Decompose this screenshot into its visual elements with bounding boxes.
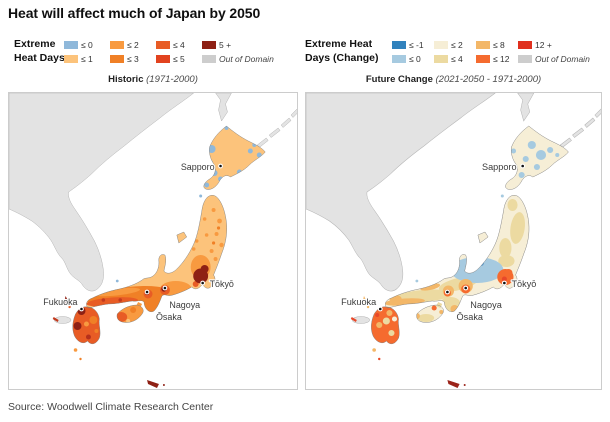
legend-swatch [476,55,490,63]
legend-item: ≤ 3 [110,52,156,66]
legend-item: ≤ 8 [476,38,518,52]
city-markers-future: Sapporo Tōkyō Nagoya Ōsaka Fukuoka [340,161,537,323]
legend-item: Out of Domain [518,52,590,66]
legend-item: ≤ 1 [64,52,110,66]
legend-swatch [518,55,532,63]
legend-item: 12 + [518,38,590,52]
city-label-tokyo: Tōkyō [210,279,234,289]
city-nagoya: Nagoya [162,285,201,311]
out-of-domain-land [9,93,297,324]
city-label-nagoya: Nagoya [470,300,502,310]
legend-historic-title: Extreme Heat Days [14,38,65,64]
city-fukuoka: Fukuoka [340,296,383,312]
legend-swatch [434,41,448,49]
city-osaka: Ōsaka [144,289,183,323]
legend-swatch [64,41,78,49]
legend-item: 5 + [202,38,274,52]
legend-item: ≤ 4 [434,52,476,66]
legend-item: ≤ 2 [434,38,476,52]
map-panel-future: Sapporo Tōkyō Nagoya Ōsaka Fukuoka [305,92,602,390]
source-attribution: Source: Woodwell Climate Research Center [8,401,214,413]
legend-swatch [202,41,216,49]
city-osaka: Ōsaka [444,289,485,323]
city-tokyo: Tōkyō [200,278,235,290]
legend-item: ≤ 5 [156,52,202,66]
okushiri-island [500,194,504,198]
legend-item: ≤ 0 [392,52,434,66]
legend-swatch [392,41,406,49]
legend-swatch [110,41,124,49]
city-tokyo: Tōkyō [501,278,537,290]
legend-swatch [518,41,532,49]
legend-item: ≤ 0 [64,38,110,52]
legend-future-title: Extreme Heat Days (Change) [305,38,379,64]
out-of-domain-land [306,93,601,324]
city-label-fukuoka: Fukuoka [341,297,377,307]
city-sapporo: Sapporo [481,161,526,173]
legend-item: ≤ 4 [156,38,202,52]
city-markers-historic: Sapporo Tōkyō Nagoya Ōsaka Fukuoka [42,161,235,323]
city-fukuoka: Fukuoka [42,296,84,312]
legend-swatch [156,41,170,49]
map-panel-historic: Sapporo Tōkyō Nagoya Ōsaka Fukuoka [8,92,298,390]
legend-swatch [392,55,406,63]
city-sapporo: Sapporo [180,161,223,173]
map-historic-subtitle: Historic (1971-2000) [108,74,198,85]
city-label-sapporo: Sapporo [482,162,517,172]
legend-historic: ≤ 0 ≤ 1 ≤ 2 ≤ 3 ≤ 4 ≤ 5 5 + Out of Domai… [64,38,274,66]
legend-item: ≤ 12 [476,52,518,66]
city-label-sapporo: Sapporo [181,162,215,172]
city-label-nagoya: Nagoya [169,300,200,310]
legend-future: ≤ -1 ≤ 0 ≤ 2 ≤ 4 ≤ 8 ≤ 12 12 + Out of Do… [392,38,590,66]
legend-item: ≤ 2 [110,38,156,52]
future-map-svg: Sapporo Tōkyō Nagoya Ōsaka Fukuoka [306,93,601,388]
legend-swatch [156,55,170,63]
legend-item: Out of Domain [202,52,274,66]
city-label-tokyo: Tōkyō [511,279,536,289]
legend-swatch [476,41,490,49]
legend-swatch [202,55,216,63]
legend-swatch [110,55,124,63]
legend-item: ≤ -1 [392,38,434,52]
city-label-fukuoka: Fukuoka [43,297,77,307]
city-nagoya: Nagoya [463,285,504,311]
page-title: Heat will affect much of Japan by 2050 [8,5,261,21]
jeju-island [53,316,72,324]
oki-island [115,279,119,283]
okushiri-island [199,194,203,198]
jeju-island [352,316,370,324]
historic-map-svg: Sapporo Tōkyō Nagoya Ōsaka Fukuoka [9,93,297,388]
legend-swatch [64,55,78,63]
city-label-osaka: Ōsaka [457,312,484,322]
city-label-osaka: Ōsaka [156,312,182,322]
japan-future-choropleth [350,125,569,388]
map-future-subtitle: Future Change (2021-2050 - 1971-2000) [365,74,542,85]
oki-island [415,279,419,283]
legend-swatch [434,55,448,63]
